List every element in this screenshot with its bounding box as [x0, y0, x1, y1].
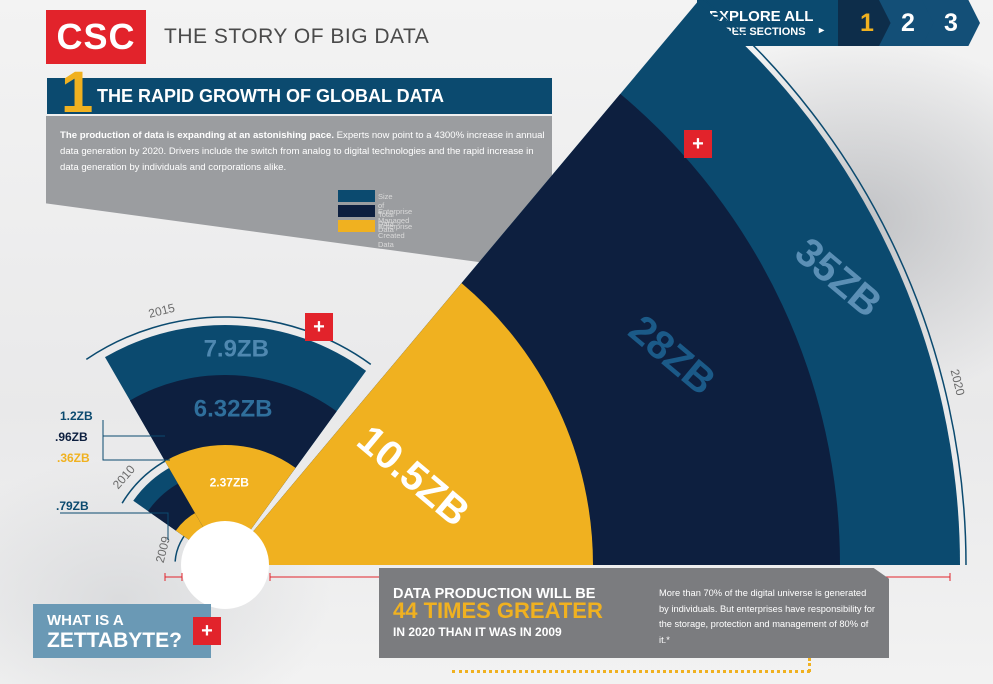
explore-label-line1: EXPLORE ALL: [709, 8, 814, 25]
leader-line-2010: [102, 420, 170, 461]
legend-label-managed: Enterprise Managed Data: [378, 207, 413, 234]
section-number: 1: [61, 60, 94, 125]
section-banner: 1 THE RAPID GROWTH OF GLOBAL DATA: [47, 64, 552, 122]
chart-center-hole: [181, 521, 269, 609]
label-2010-created: .36ZB: [57, 451, 90, 465]
guide-arc-2020: [703, 0, 967, 566]
label-2010-managed: .96ZB: [55, 430, 88, 444]
what-is-a-zettabyte-button[interactable]: WHAT IS A ZETTABYTE?: [33, 604, 211, 658]
guide-arc-2010: [121, 458, 170, 504]
callout-line3: IN 2020 THAN IT WAS IN 2009: [393, 625, 562, 639]
zettabyte-label-line2: ZETTABYTE?: [47, 629, 182, 652]
leader-line-2009: [60, 512, 169, 540]
intro-bold: The production of data is expanding at a…: [60, 130, 334, 141]
callout-panel: [379, 568, 889, 658]
year-label-2015: 2015: [147, 301, 177, 321]
guide-arc-2015: [85, 316, 372, 365]
expand-2020-plus-button[interactable]: +: [684, 130, 712, 158]
intro-text: The production of data is expanding at a…: [60, 128, 545, 176]
legend-swatch-total: [338, 190, 375, 202]
csc-logo[interactable]: CSC: [46, 10, 146, 64]
legend-label-created: Enterprise Created Data: [378, 222, 413, 249]
value-label-2015-total: 7.9ZB: [204, 336, 269, 363]
year-label-2020: 2020: [948, 368, 968, 398]
label-2010-total: 1.2ZB: [60, 409, 93, 423]
value-label-2015-managed: 6.32ZB: [194, 396, 273, 423]
callout-note: More than 70% of the digital universe is…: [659, 588, 876, 645]
wedge-2015-created: [165, 444, 296, 565]
legend-swatch-created: [338, 220, 375, 232]
value-label-2015-created: 2.37ZB: [210, 475, 250, 489]
label-2009-total: .79ZB: [56, 499, 89, 513]
expand-2015-plus-button[interactable]: +: [305, 313, 333, 341]
legend-swatch-managed: [338, 205, 375, 217]
intro-body: Experts now point to a 4300% increase in…: [60, 130, 545, 173]
legend-label-total: Size of Total Data: [378, 192, 394, 228]
wedge-2020-created: [225, 283, 593, 565]
chevron-right-icon: ▸: [819, 25, 825, 36]
section-title: THE RAPID GROWTH OF GLOBAL DATA: [97, 86, 444, 106]
year-label-2009: 2009: [153, 535, 173, 565]
zettabyte-plus-button[interactable]: +: [193, 617, 221, 645]
callout-line1: DATA PRODUCTION WILL BE: [393, 586, 596, 602]
zettabyte-label-line1: WHAT IS A: [47, 612, 124, 629]
dotted-connector: [808, 658, 811, 672]
page-title: THE STORY OF BIG DATA: [164, 25, 430, 48]
dotted-connector: [452, 670, 810, 673]
callout-highlight: 44 TIMES GREATER: [393, 598, 603, 623]
